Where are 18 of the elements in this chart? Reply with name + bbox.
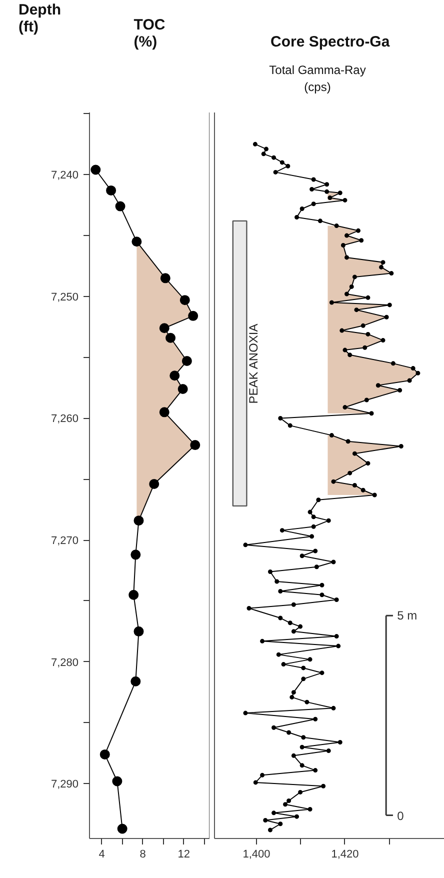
y-tick-label: 7,260 <box>50 413 79 426</box>
y-tick-label: 7,250 <box>50 291 79 304</box>
y-tick-label: 7,290 <box>50 778 79 791</box>
annotation: 0 <box>397 808 404 823</box>
annotation: 5 m <box>397 608 418 623</box>
y-axis-title: Depth (ft) <box>18 2 61 36</box>
x-axis-title: TOC (%) <box>134 16 166 50</box>
x-tick-label: 4 <box>98 848 105 860</box>
x-tick-label: 12 <box>178 848 190 860</box>
y-tick-label: 7,240 <box>50 170 79 182</box>
x-tick-label: 1,420 <box>331 848 359 860</box>
x-axis-title: Total Gamma-Ray (cps) <box>269 63 366 94</box>
x-tick-label: 8 <box>140 848 146 860</box>
chart-title: Core Spectro-Ga <box>270 34 390 50</box>
band-label: PEAK ANOXIA <box>246 324 261 404</box>
y-tick-label: 7,280 <box>50 656 79 669</box>
x-tick-label: 1,400 <box>242 848 270 860</box>
y-tick-label: 7,270 <box>50 535 79 548</box>
